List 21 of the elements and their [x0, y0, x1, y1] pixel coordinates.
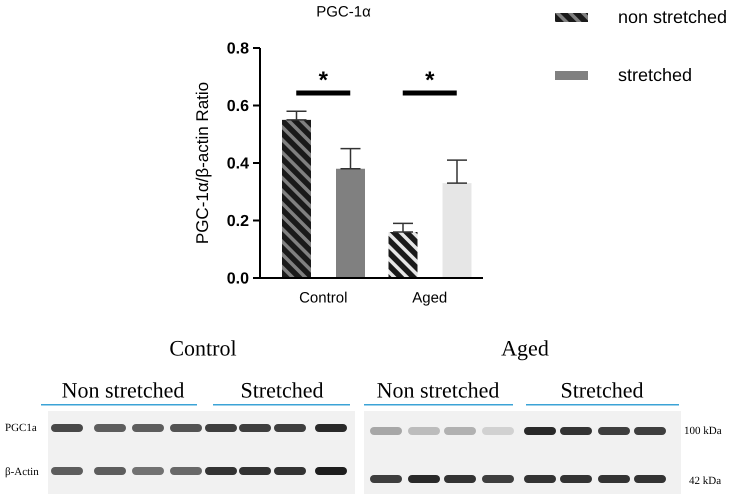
- text: 42 kDa: [689, 475, 722, 487]
- text: Non stretched: [62, 378, 184, 402]
- text: PGC1a: [5, 422, 37, 434]
- y-tick-label: 0.4: [226, 156, 250, 173]
- text: 100 kDa: [684, 425, 722, 437]
- y-tick-label: 0.8: [226, 40, 250, 58]
- text: Stretched: [240, 378, 324, 402]
- legend-label: non stretched: [618, 6, 728, 28]
- y-tick-label: 0.6: [226, 98, 250, 116]
- y-tick-label: 0.0: [226, 270, 250, 288]
- annotation: *: [318, 67, 329, 94]
- text: Control: [299, 290, 348, 307]
- y-tick-label: 0.2: [226, 213, 250, 230]
- text: β-Actin: [5, 466, 40, 478]
- text: Stretched: [560, 378, 644, 402]
- text: Non stretched: [376, 378, 500, 402]
- text: Aged: [412, 290, 448, 307]
- chart-title: PGC-1α: [316, 4, 372, 20]
- annotation: *: [425, 67, 436, 94]
- legend-label: stretched: [618, 64, 692, 86]
- y-axis-title: PGC-1α/β-actin Ratio: [193, 82, 212, 244]
